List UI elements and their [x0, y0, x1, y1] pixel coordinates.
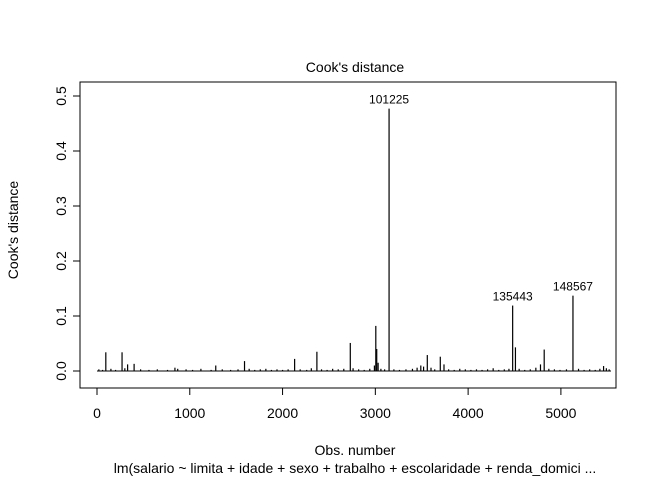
spike-series: [97, 108, 611, 372]
outlier-label: 101225: [369, 93, 409, 107]
plot-frame: [79, 81, 617, 389]
y-tick-label: 0.4: [53, 141, 69, 161]
chart-title: Cook's distance: [306, 59, 405, 75]
y-axis: 0.0 0.1 0.2 0.3 0.4 0.5: [53, 86, 81, 381]
y-tick-label: 0.2: [53, 251, 69, 271]
outlier-label: 148567: [553, 280, 593, 294]
x-tick-label: 0: [93, 405, 101, 421]
x-tick-label: 5000: [545, 405, 576, 421]
x-tick-label: 3000: [360, 405, 391, 421]
x-axis-label: Obs. number: [315, 442, 396, 458]
y-tick-label: 0.0: [53, 361, 69, 381]
y-tick-label: 0.1: [53, 306, 69, 326]
x-axis: 0 1000 2000 3000 4000 5000: [93, 387, 577, 421]
model-formula-subtitle: lm(salario ~ limita + idade + sexo + tra…: [114, 460, 597, 476]
x-tick-label: 4000: [453, 405, 484, 421]
y-tick-label: 0.5: [53, 86, 69, 106]
point-labels: 101225 135443 148567: [369, 93, 593, 304]
y-axis-label: Cook's distance: [5, 181, 21, 280]
x-tick-label: 1000: [174, 405, 205, 421]
x-tick-label: 2000: [267, 405, 298, 421]
outlier-label: 135443: [493, 290, 533, 304]
y-tick-label: 0.3: [53, 196, 69, 216]
